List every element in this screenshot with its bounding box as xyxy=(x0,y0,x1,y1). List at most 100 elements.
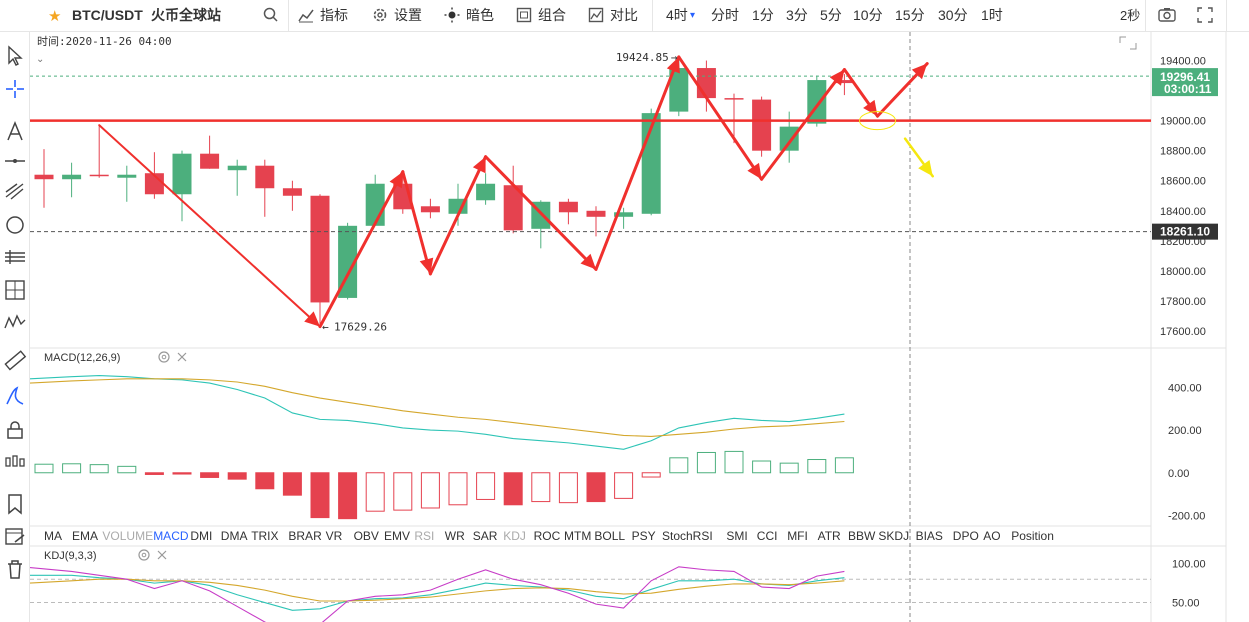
settings-button[interactable]: 设置 xyxy=(394,7,422,23)
low-price-label: 17629.26 xyxy=(334,321,387,334)
cursor-arrow-icon[interactable] xyxy=(3,44,27,68)
trend-arrow xyxy=(401,170,432,276)
indicator-tab-smi[interactable]: SMI xyxy=(726,529,747,543)
ruler-icon[interactable] xyxy=(3,348,27,372)
grid-tool-icon[interactable] xyxy=(3,278,27,302)
star-icon[interactable]: ★ xyxy=(48,8,62,25)
timeframe-active[interactable]: 4时 xyxy=(666,7,688,23)
macd-bar xyxy=(807,459,827,474)
timeframe-fenshi[interactable]: 分时 xyxy=(711,7,739,23)
indicator-tab-ma[interactable]: MA xyxy=(44,529,62,543)
fullscreen-icon[interactable] xyxy=(1195,5,1215,25)
candle-body xyxy=(420,206,440,213)
indicator-tab-trix[interactable]: TRIX xyxy=(251,529,278,543)
theme-button[interactable]: 暗色 xyxy=(466,7,494,23)
indicator-tab-stochrsi[interactable]: StochRSI xyxy=(662,529,713,543)
macd-dif-line xyxy=(29,375,845,450)
circle-tool-icon[interactable] xyxy=(3,213,27,237)
timeframe-1m[interactable]: 1分 xyxy=(752,7,774,23)
projection-arrow-head xyxy=(918,159,933,177)
candle-body xyxy=(476,183,496,201)
timeframe-5m[interactable]: 5分 xyxy=(820,7,842,23)
search-icon[interactable] xyxy=(262,6,280,24)
indicator-tab-dma[interactable]: DMA xyxy=(221,529,248,543)
indicator-tab-sar[interactable]: SAR xyxy=(473,529,498,543)
trend-arrow-head xyxy=(580,253,596,270)
macd-close-icon[interactable] xyxy=(177,352,187,362)
candle-body xyxy=(365,183,385,226)
indicator-tab-kdj[interactable]: KDJ xyxy=(503,529,526,543)
last-price-value: 19296.41 xyxy=(1160,70,1210,84)
indicator-tab-boll[interactable]: BOLL xyxy=(594,529,625,543)
timeframe-3m[interactable]: 3分 xyxy=(786,7,808,23)
indicator-tab-psy[interactable]: PSY xyxy=(632,529,656,543)
expand-icon[interactable] xyxy=(1119,36,1137,50)
collapse-chevron-icon[interactable]: ⌄ xyxy=(36,54,44,65)
indicator-tab-dmi[interactable]: DMI xyxy=(190,529,212,543)
indicator-tab-ao[interactable]: AO xyxy=(983,529,1000,543)
indicator-tab-atr[interactable]: ATR xyxy=(818,529,841,543)
timeframe-30m[interactable]: 30分 xyxy=(938,7,968,23)
indicator-tab-ema[interactable]: EMA xyxy=(72,529,98,543)
indicator-tab-emv[interactable]: EMV xyxy=(384,529,410,543)
candles-icon[interactable] xyxy=(3,450,27,474)
price-tick-label: 18000.00 xyxy=(1160,266,1206,278)
trend-arrow xyxy=(677,55,764,181)
indicator-tab-volume[interactable]: VOLUME xyxy=(102,529,153,543)
crosshair-icon[interactable] xyxy=(3,77,27,101)
trend-arrow xyxy=(318,170,405,329)
indicator-tab-brar[interactable]: BRAR xyxy=(288,529,322,543)
indicator-tab-vr[interactable]: VR xyxy=(326,529,343,543)
trend-arrow xyxy=(484,155,598,271)
calendar-edit-icon[interactable] xyxy=(3,524,27,548)
price-tick-label: 17600.00 xyxy=(1160,326,1206,338)
combo-button[interactable]: 组合 xyxy=(538,7,566,23)
indicator-tab-roc[interactable]: ROC xyxy=(534,529,561,543)
macd-bar xyxy=(641,472,661,478)
symbol-title[interactable]: BTC/USDT xyxy=(72,7,143,23)
lock-icon[interactable] xyxy=(3,418,27,442)
indicator-tab-position[interactable]: Position xyxy=(1011,529,1054,543)
indicator-tab-bias[interactable]: BIAS xyxy=(916,529,943,543)
kdj-close-icon[interactable] xyxy=(157,550,167,560)
high-price-label: 19424.85 xyxy=(616,51,669,64)
timeframe-10m[interactable]: 10分 xyxy=(853,7,883,23)
indicator-tab-macd[interactable]: MACD xyxy=(153,529,189,543)
macd-settings-icon[interactable] xyxy=(158,351,170,363)
indicator-tab-cci[interactable]: CCI xyxy=(757,529,778,543)
indicator-tab-mfi[interactable]: MFI xyxy=(787,529,808,543)
candle-body xyxy=(558,201,578,213)
trend-arrow-head xyxy=(472,156,486,174)
brush-icon[interactable] xyxy=(3,384,27,408)
trash-icon[interactable] xyxy=(3,557,27,581)
drawing-annotations xyxy=(30,55,1151,329)
horizontal-line-icon[interactable] xyxy=(3,149,27,173)
indicator-tab-obv[interactable]: OBV xyxy=(354,529,379,543)
timeframe-15m[interactable]: 15分 xyxy=(895,7,925,23)
text-tool-icon[interactable] xyxy=(3,120,27,144)
indicator-tab-rsi[interactable]: RSI xyxy=(414,529,434,543)
chevron-down-icon[interactable]: ▾ xyxy=(690,10,696,21)
support-price-value: 18261.10 xyxy=(1160,225,1210,239)
indicator-tab-mtm[interactable]: MTM xyxy=(564,529,591,543)
indicator-tab-skdj[interactable]: SKDJ xyxy=(878,529,909,543)
indicator-tab-dpo[interactable]: DPO xyxy=(953,529,979,543)
macd-bar xyxy=(531,472,551,503)
indicator-tab-bbw[interactable]: BBW xyxy=(848,529,876,543)
trend-line-icon[interactable] xyxy=(3,179,27,203)
indicators-button[interactable]: 指标 xyxy=(320,7,348,23)
bookmark-icon[interactable] xyxy=(3,492,27,516)
candle-body xyxy=(310,195,330,303)
parallel-lines-icon[interactable] xyxy=(3,245,27,269)
camera-icon[interactable] xyxy=(1157,5,1177,25)
refresh-interval[interactable]: 2秒 xyxy=(1120,8,1141,23)
indicator-tab-wr[interactable]: WR xyxy=(445,529,465,543)
kdj-axis: 100.00 50.00 xyxy=(1172,559,1206,610)
candle-body xyxy=(586,210,606,217)
timeframe-1h[interactable]: 1时 xyxy=(981,7,1003,23)
compare-button[interactable]: 对比 xyxy=(610,7,638,23)
candle-body xyxy=(172,153,192,195)
kdj-settings-icon[interactable] xyxy=(138,549,150,561)
wave-pattern-icon[interactable] xyxy=(3,310,27,334)
